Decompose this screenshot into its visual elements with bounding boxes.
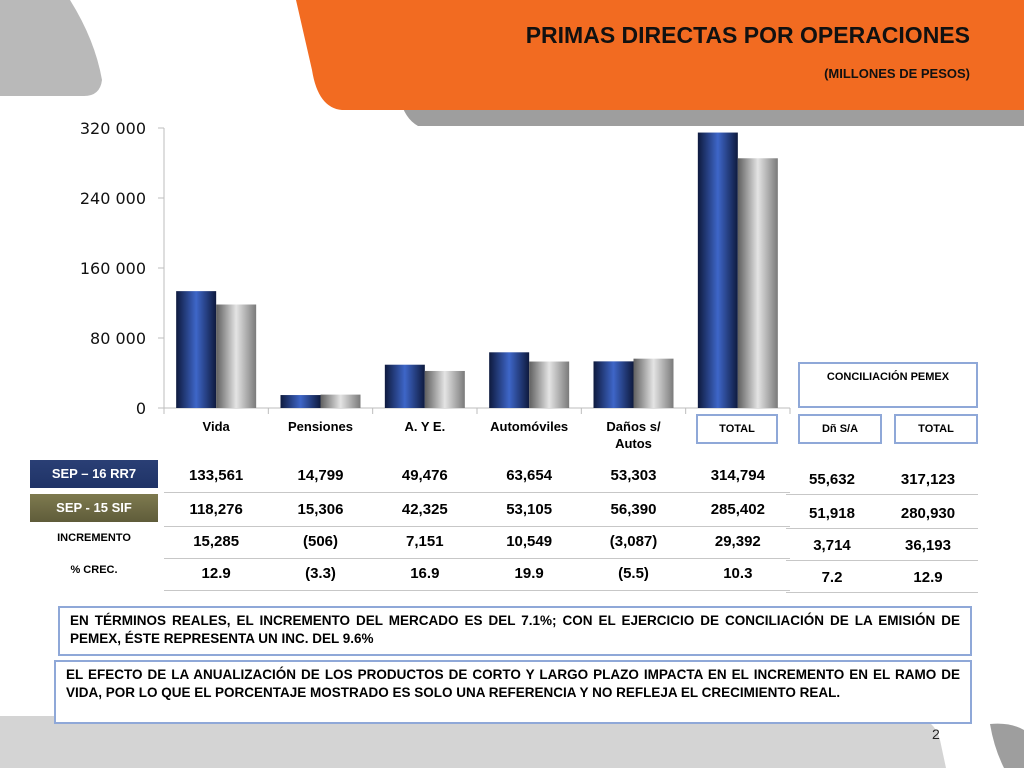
row-separator [786, 528, 978, 529]
bar-sep15-4 [633, 358, 674, 408]
bar-sep15-0 [216, 304, 257, 408]
table-cell: 15,285 [193, 533, 240, 550]
conciliacion-cell: 7.2 [821, 569, 843, 586]
x-tick-label: Pensiones [269, 418, 373, 435]
bar-sep15-2 [424, 370, 465, 408]
bar-sep16-4 [593, 361, 634, 408]
bar-sep16-1 [280, 395, 321, 408]
table-cell: 14,799 [297, 467, 344, 484]
conciliacion-cell: 317,123 [900, 471, 956, 488]
bar-sep16-3 [489, 352, 530, 408]
table-cell: 53,105 [506, 501, 553, 518]
bar-sep16-5 [697, 132, 738, 409]
bar-sep15-1 [320, 394, 361, 408]
row-separator [164, 492, 790, 493]
row-label: SEP - 15 SIF [30, 494, 158, 522]
note-annualization: EL EFECTO DE LA ANUALIZACIÓN DE LOS PROD… [54, 660, 972, 724]
table-cell: 63,654 [506, 467, 553, 484]
row-label: % CREC. [70, 564, 118, 576]
table-cell: 42,325 [401, 501, 448, 518]
table-cell: (3.3) [305, 565, 336, 582]
conciliacion-cell: 12.9 [913, 569, 943, 586]
conciliacion-cell: 280,930 [900, 505, 956, 522]
table-cell: 118,276 [189, 501, 243, 518]
note-real-terms-text: EN TÉRMINOS REALES, EL INCREMENTO DEL ME… [70, 613, 960, 646]
row-separator [786, 494, 978, 495]
table-cell: (5.5) [618, 565, 649, 582]
x-tick-label: Vida [164, 418, 268, 435]
table-cell: 7,151 [406, 533, 444, 550]
bar-sep15-3 [529, 361, 570, 408]
table-cell: 15,306 [297, 501, 344, 518]
conciliacion-col1-label: Dñ S/A [821, 423, 859, 435]
x-tick-label-line: Automóviles [490, 419, 569, 434]
conciliacion-col1-box: Dñ S/A [798, 414, 882, 444]
note-real-terms: EN TÉRMINOS REALES, EL INCREMENTO DEL ME… [58, 606, 972, 656]
page-number: 2 [932, 726, 940, 742]
table-cell: 285,402 [710, 501, 765, 518]
page-title: PRIMAS DIRECTAS POR OPERACIONES [525, 22, 970, 48]
bar-sep15-5 [737, 158, 778, 408]
total-label: TOTAL [719, 423, 755, 435]
x-tick-label-line: Daños s/ [606, 419, 661, 434]
table-cell: 29,392 [714, 533, 761, 550]
row-separator [786, 592, 978, 593]
table-cell: 10,549 [506, 533, 553, 550]
conciliacion-cell: 55,632 [809, 471, 855, 488]
x-tick-label-line: A. Y E. [404, 419, 446, 434]
table-cell: 19.9 [514, 565, 544, 582]
row-label: INCREMENTO [57, 532, 131, 544]
row-separator [164, 526, 790, 527]
x-tick-label-line: Autos [615, 436, 652, 451]
y-axis-ticks: 0 80 000 160 000 240 000 320 000 [80, 119, 164, 418]
table-cell: 133,561 [189, 467, 244, 484]
table-cell: 12.9 [201, 565, 231, 582]
y-tick-label: 160 000 [80, 259, 146, 278]
row-separator [164, 558, 790, 559]
table-cell: 314,794 [710, 467, 765, 484]
note-annualization-text: EL EFECTO DE LA ANUALIZACIÓN DE LOS PROD… [66, 667, 960, 700]
conciliacion-col2-box: TOTAL [894, 414, 978, 444]
y-tick-label: 320 000 [80, 119, 146, 138]
conciliacion-cell: 51,918 [809, 505, 855, 522]
table-cell: 16.9 [410, 565, 440, 582]
table-cell: 56,390 [610, 501, 657, 518]
row-separator [164, 590, 790, 591]
y-tick-label: 80 000 [90, 329, 146, 348]
bar-sep16-2 [384, 364, 425, 408]
y-tick-label: 240 000 [80, 189, 146, 208]
conciliacion-cell: 3,714 [813, 537, 851, 554]
table-cell: (506) [302, 533, 339, 550]
conciliacion-pemex-title: CONCILIACIÓN PEMEX [826, 371, 950, 383]
total-label-box: TOTAL [696, 414, 778, 444]
bar-sep16-0 [176, 291, 217, 408]
x-tick-label: Daños s/Autos [582, 418, 686, 452]
x-tick-label-line: Pensiones [287, 419, 354, 434]
table-cell: 53,303 [610, 467, 657, 484]
page-subtitle: (MILLONES DE PESOS) [824, 66, 970, 81]
chart-bars [176, 132, 778, 409]
table-cell: 10.3 [723, 565, 753, 582]
conciliacion-col2-label: TOTAL [918, 423, 954, 435]
x-tick-label: A. Y E. [373, 418, 477, 435]
x-tick-label: Automóviles [477, 418, 581, 435]
x-tick-label-line: Vida [202, 419, 230, 434]
conciliacion-pemex-box: CONCILIACIÓN PEMEX [798, 362, 978, 408]
table-cell: 49,476 [401, 467, 448, 484]
chart-axes [163, 128, 791, 414]
row-separator [786, 560, 978, 561]
conciliacion-cell: 36,193 [905, 537, 951, 554]
y-tick-label: 0 [136, 399, 146, 418]
table-cell: (3,087) [609, 533, 658, 550]
row-label: SEP – 16 RR7 [30, 460, 158, 488]
